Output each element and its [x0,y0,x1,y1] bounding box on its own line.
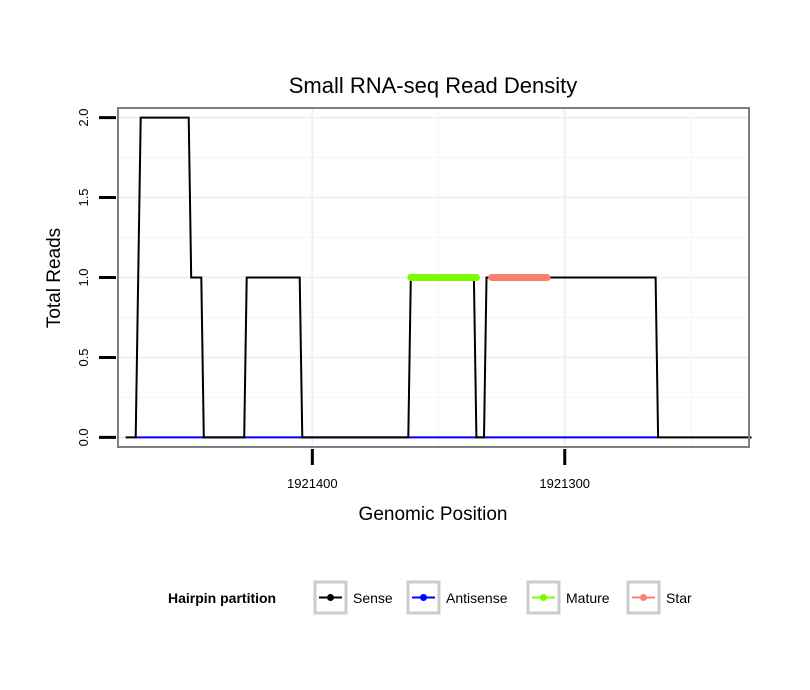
x-axis: 1921400 1921300 [287,449,590,491]
legend-key-point [540,594,547,601]
y-tick-label: 1.0 [76,268,91,286]
series-layer [125,116,752,439]
legend-label: Star [666,590,692,606]
legend-label: Mature [566,590,610,606]
legend-title: Hairpin partition [168,590,276,606]
legend-key-point [327,594,334,601]
y-tick-label: 1.5 [76,188,91,206]
legend-item-star: Star [626,580,692,615]
legend-key-point [420,594,427,601]
y-tick-label: 0.0 [76,428,91,446]
legend: Hairpin partition Sense Antisense Mature St… [168,580,692,615]
legend-item-mature: Mature [526,580,610,615]
x-axis-title: Genomic Position [359,504,508,525]
x-tick-label: 1921300 [539,476,590,491]
plot-border [117,107,750,448]
legend-key-point [640,594,647,601]
y-tick-label: 2.0 [76,109,91,127]
series-sense-line [125,116,752,439]
legend-label: Sense [353,590,393,606]
y-axis: 0.0 0.5 1.0 1.5 2.0 [76,109,116,446]
legend-item-sense: Sense [313,580,393,615]
chart-title: Small RNA-seq Read Density [289,73,578,98]
legend-label: Antisense [446,590,508,606]
y-tick-label: 0.5 [76,348,91,366]
y-axis-title: Total Reads [44,228,65,328]
legend-item-antisense: Antisense [406,580,508,615]
x-tick-label: 1921400 [287,476,338,491]
